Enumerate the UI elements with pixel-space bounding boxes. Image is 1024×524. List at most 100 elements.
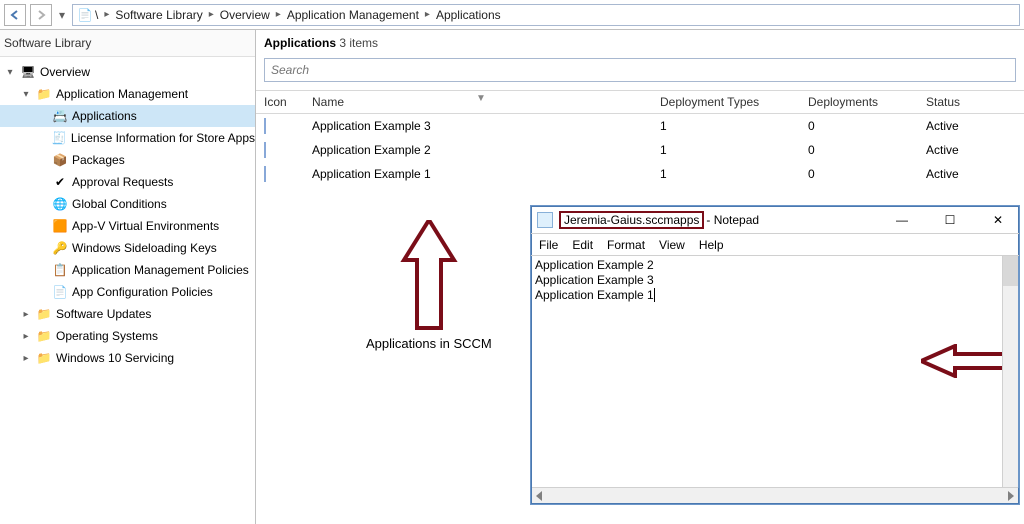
sidebar-item-label: Application Management <box>56 87 188 101</box>
applications-table: ▼ Icon Name Deployment Types Deployments… <box>256 90 1024 186</box>
sidebar-item-operating-systems[interactable]: ▸📁Operating Systems <box>0 325 255 347</box>
cell-deployments: 0 <box>808 143 918 157</box>
notepad-titlebar[interactable]: Jeremia-Gaius.sccmapps - Notepad — ☐ ✕ <box>531 206 1019 234</box>
sidebar-item-application-management-policies[interactable]: 📋 Application Management Policies <box>0 259 255 281</box>
col-deployment-types[interactable]: Deployment Types <box>660 95 800 109</box>
menu-view[interactable]: View <box>659 238 685 252</box>
sidebar-item-application-management[interactable]: ▾ 📁 Application Management <box>0 83 255 105</box>
notepad-title: Jeremia-Gaius.sccmapps - Notepad <box>559 211 887 229</box>
notepad-menubar: File Edit Format View Help <box>531 234 1019 256</box>
cell-status: Active <box>926 119 1016 133</box>
breadcrumb[interactable]: 📄 \▸ Software Library▸ Overview▸ Applica… <box>72 4 1020 26</box>
folder-icon: 📁 <box>36 306 52 322</box>
sidebar-item-label: Windows 10 Servicing <box>56 351 174 365</box>
sidebar-item-label: Global Conditions <box>72 197 167 211</box>
sidebar-item-label: Applications <box>72 109 137 123</box>
app-icon <box>264 166 266 182</box>
breadcrumb-root-icon: 📄 <box>77 7 93 23</box>
expander-icon[interactable]: ▾ <box>4 67 16 78</box>
menu-edit[interactable]: Edit <box>572 238 593 252</box>
folder-icon: 🟧 <box>52 218 68 234</box>
sidebar-item-label: App Configuration Policies <box>72 285 213 299</box>
menu-file[interactable]: File <box>539 238 558 252</box>
nav-bar: ▾ 📄 \▸ Software Library▸ Overview▸ Appli… <box>0 0 1024 30</box>
notepad-line: Application Example 1 <box>535 288 654 302</box>
sidebar-item-windows-sideloading-keys[interactable]: 🔑Windows Sideloading Keys <box>0 237 255 259</box>
breadcrumb-item[interactable]: \ <box>95 8 98 22</box>
sidebar-title: Software Library <box>0 30 255 57</box>
folder-icon: 🧾 <box>52 130 67 146</box>
content-header: Applications 3 items <box>256 30 1024 54</box>
sidebar-item-license-information-for-store-apps[interactable]: 🧾 License Information for Store Apps <box>0 127 255 149</box>
close-button[interactable]: ✕ <box>983 213 1013 227</box>
folder-icon: 🔑 <box>52 240 68 256</box>
app-icon <box>264 142 266 158</box>
menu-format[interactable]: Format <box>607 238 645 252</box>
notepad-body[interactable]: Application Example 2 Application Exampl… <box>531 256 1019 488</box>
cell-name: Application Example 1 <box>312 167 652 181</box>
menu-help[interactable]: Help <box>699 238 724 252</box>
minimize-button[interactable]: — <box>887 213 917 227</box>
cell-deployment-types: 1 <box>660 119 800 133</box>
notepad-hscroll[interactable] <box>532 487 1018 503</box>
cell-deployments: 0 <box>808 119 918 133</box>
cell-name: Application Example 2 <box>312 143 652 157</box>
sidebar-item-packages[interactable]: 📦Packages <box>0 149 255 171</box>
cell-deployment-types: 1 <box>660 167 800 181</box>
sidebar-item-app-v-virtual-environments[interactable]: 🟧App-V Virtual Environments <box>0 215 255 237</box>
sidebar-item-label: Application Management Policies <box>72 263 249 277</box>
expander-icon[interactable]: ▸ <box>20 353 32 364</box>
sidebar-item-applications[interactable]: 📇 Applications <box>0 105 255 127</box>
notepad-filename: Jeremia-Gaius.sccmapps <box>559 211 704 229</box>
nav-history-dropdown[interactable]: ▾ <box>56 4 68 26</box>
notepad-line: Application Example 2 <box>535 258 654 272</box>
sidebar-item-label: Software Updates <box>56 307 151 321</box>
sidebar-item-global-conditions[interactable]: 🌐 Global Conditions <box>0 193 255 215</box>
nav-back-button[interactable] <box>4 4 26 26</box>
col-deployments[interactable]: Deployments <box>808 95 918 109</box>
folder-icon: ✔ <box>52 174 68 190</box>
folder-icon: 📋 <box>52 262 68 278</box>
nav-forward-button[interactable] <box>30 4 52 26</box>
search-input[interactable] <box>264 58 1016 82</box>
breadcrumb-item[interactable]: Applications <box>436 8 501 22</box>
notepad-icon <box>537 212 553 228</box>
expander-icon[interactable]: ▸ <box>20 331 32 342</box>
content-count: 3 items <box>339 36 378 50</box>
maximize-button[interactable]: ☐ <box>935 213 965 227</box>
table-row[interactable]: Application Example 310Active <box>256 114 1024 138</box>
sidebar-item-approval-requests[interactable]: ✔Approval Requests <box>0 171 255 193</box>
folder-icon: 📁 <box>36 328 52 344</box>
annotation-sccm: Applications in SCCM <box>366 220 492 351</box>
cell-status: Active <box>926 143 1016 157</box>
col-icon[interactable]: Icon <box>264 95 304 109</box>
notepad-window: Jeremia-Gaius.sccmapps - Notepad — ☐ ✕ F… <box>530 205 1020 505</box>
sidebar-item-software-updates[interactable]: ▸ 📁 Software Updates <box>0 303 255 325</box>
notepad-line: Application Example 3 <box>535 273 654 287</box>
breadcrumb-item[interactable]: Application Management <box>287 8 419 22</box>
col-status[interactable]: Status <box>926 95 1016 109</box>
sidebar-item-label: Packages <box>72 153 125 167</box>
breadcrumb-item[interactable]: Overview <box>220 8 270 22</box>
sidebar-item-label: License Information for Store Apps <box>71 131 255 145</box>
sidebar-item-overview[interactable]: ▾ 🖥 Overview <box>0 61 255 83</box>
folder-icon: 🌐 <box>52 196 68 212</box>
folder-icon: 📁 <box>36 86 52 102</box>
notepad-vscroll[interactable] <box>1002 256 1018 487</box>
folder-icon: 📇 <box>52 108 68 124</box>
annotation-sccm-caption: Applications in SCCM <box>366 336 492 351</box>
sidebar-item-windows-10-servicing[interactable]: ▸📁Windows 10 Servicing <box>0 347 255 369</box>
folder-icon: 🖥 <box>20 64 36 80</box>
content-title: Applications <box>264 36 336 50</box>
table-header[interactable]: ▼ Icon Name Deployment Types Deployments… <box>256 90 1024 114</box>
expander-icon[interactable]: ▾ <box>20 89 32 100</box>
table-row[interactable]: Application Example 110Active <box>256 162 1024 186</box>
folder-icon: 📄 <box>52 284 68 300</box>
sidebar: Software Library ▾ 🖥 Overview ▾ 📁 Application… <box>0 30 256 524</box>
breadcrumb-item[interactable]: Software Library <box>115 8 202 22</box>
sidebar-item-label: Overview <box>40 65 90 79</box>
table-row[interactable]: Application Example 210Active <box>256 138 1024 162</box>
notepad-title-suffix: - Notepad <box>706 213 759 227</box>
sidebar-item-app-configuration-policies[interactable]: 📄 App Configuration Policies <box>0 281 255 303</box>
expander-icon[interactable]: ▸ <box>20 309 32 320</box>
